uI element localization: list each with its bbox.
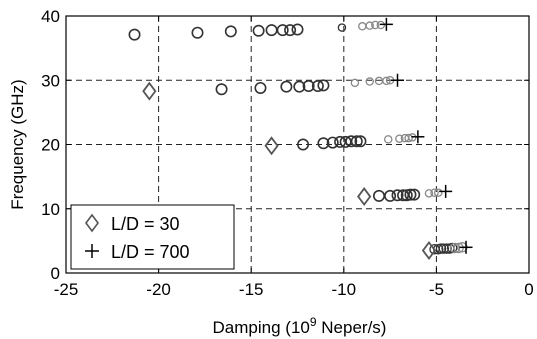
y-tick-label: 0 <box>51 264 60 283</box>
circle-marker <box>382 76 391 86</box>
circle-marker <box>284 24 297 37</box>
x-tick-label: -15 <box>239 280 264 299</box>
circle-marker <box>317 79 330 92</box>
circle-marker <box>350 78 360 88</box>
circle-marker <box>128 28 141 41</box>
circle-markers <box>128 20 468 255</box>
circle-marker <box>449 242 461 254</box>
circle-marker <box>404 133 413 143</box>
x-tick-label: 0 <box>524 280 533 299</box>
circle-marker <box>297 138 310 151</box>
circle-marker <box>446 242 458 254</box>
circle-marker <box>404 188 417 201</box>
diamond-marker <box>264 136 279 156</box>
y-axis-title: Frequency (GHz) <box>8 79 27 209</box>
legend-label: L/D = 700 <box>111 242 190 262</box>
diamond-markers <box>142 81 437 261</box>
plus-marker <box>439 184 453 198</box>
circle-marker <box>430 188 439 197</box>
x-axis-title: Damping (109 Neper/s) <box>213 315 387 337</box>
diamond-marker <box>142 81 157 101</box>
circle-marker <box>371 20 380 30</box>
circle-marker <box>276 24 289 37</box>
circle-marker <box>365 77 374 86</box>
circle-marker <box>215 83 228 96</box>
legend-diamond-icon <box>85 213 99 233</box>
circle-marker <box>391 189 404 202</box>
legend-label: L/D = 30 <box>111 214 180 234</box>
circle-marker <box>317 137 330 150</box>
diamond-marker <box>357 187 372 207</box>
circle-marker <box>435 243 447 254</box>
legend-box <box>70 204 235 270</box>
y-tick-label: 30 <box>41 71 60 90</box>
circle-marker <box>326 136 339 149</box>
x-tick-label: -25 <box>54 280 79 299</box>
x-tick-label: -5 <box>429 280 444 299</box>
diamond-marker <box>421 241 437 261</box>
circle-marker <box>350 135 363 148</box>
plus-marker <box>379 17 393 31</box>
circle-marker <box>383 135 393 144</box>
circle-marker <box>302 80 315 93</box>
circle-marker <box>395 134 404 143</box>
circle-marker <box>337 23 347 32</box>
circle-marker <box>354 135 367 148</box>
x-tick-label: -10 <box>332 280 357 299</box>
plot-frame <box>65 15 530 274</box>
legend-plus-icon <box>85 244 99 258</box>
circle-marker <box>424 189 434 198</box>
plus-marker <box>459 240 473 254</box>
y-tick-label: 40 <box>41 7 60 26</box>
x-tick-label: -20 <box>146 280 171 299</box>
y-tick-label: 10 <box>41 200 60 219</box>
plus-marker <box>411 130 425 144</box>
legend: L/D = 30 L/D = 700 <box>70 204 235 270</box>
circle-marker <box>293 80 306 93</box>
circle-marker <box>384 189 397 202</box>
circle-marker <box>191 26 204 39</box>
circle-marker <box>345 135 358 148</box>
circle-marker <box>365 21 374 30</box>
circle-marker <box>311 80 324 93</box>
plus-markers <box>379 17 473 254</box>
circle-marker <box>224 25 237 38</box>
circle-marker <box>408 188 421 201</box>
plus-marker <box>391 73 405 87</box>
circle-marker <box>441 243 452 254</box>
circle-marker <box>291 23 304 36</box>
circle-marker <box>280 80 293 93</box>
circle-marker <box>438 243 450 254</box>
circle-marker <box>434 188 443 197</box>
y-tick-label: 20 <box>41 136 60 155</box>
circle-marker <box>254 81 267 94</box>
circle-marker <box>252 24 265 37</box>
